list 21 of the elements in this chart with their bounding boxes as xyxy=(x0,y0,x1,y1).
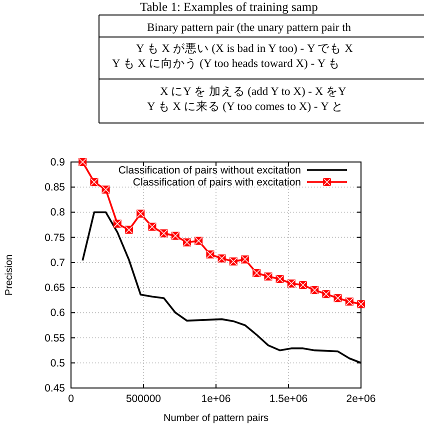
y-tick-label: 0.5 xyxy=(50,357,66,370)
x-axis-title: Number of pattern pairs xyxy=(163,413,269,424)
x-tick-label: 500000 xyxy=(126,393,162,405)
y-tick-label: 0.65 xyxy=(44,282,66,294)
x-tick-label: 1.5e+06 xyxy=(269,393,308,405)
y-tick-label: 0.8 xyxy=(50,206,66,219)
y-tick-label: 0.55 xyxy=(44,332,66,344)
y-tick-label: 0.6 xyxy=(50,307,66,320)
x-tick-label: 2e+06 xyxy=(346,393,376,405)
y-tick-label: 0.9 xyxy=(50,156,66,168)
caption: Table 1: Examples of training samp xyxy=(140,0,318,14)
y-tick-label: 0.75 xyxy=(44,232,66,244)
x-tick-label: 0 xyxy=(68,393,74,405)
y-axis-title: Precision xyxy=(4,254,15,296)
y-tick-label: 0.85 xyxy=(44,182,66,194)
y-tick-label: 0.45 xyxy=(44,382,66,394)
annotations: Table 1: Examples of training samp Binary pattern pair (the unary pattern pair th Y も X が悪い (X is bad in Y too) - Y でも X Y も X に向かう (Y too heads toward X) - Y も X にY を 加える (add Y to X) - X をY Y も X に来る (Y too comes to X) - Y と xyxy=(98,0,424,124)
y-tick-label: 0.7 xyxy=(50,256,66,269)
legend-label: Classification of pairs with excitation xyxy=(132,176,302,188)
x-tick-label: 1e+06 xyxy=(201,393,231,405)
legend-label: Classification of pairs without excitation xyxy=(118,164,302,176)
